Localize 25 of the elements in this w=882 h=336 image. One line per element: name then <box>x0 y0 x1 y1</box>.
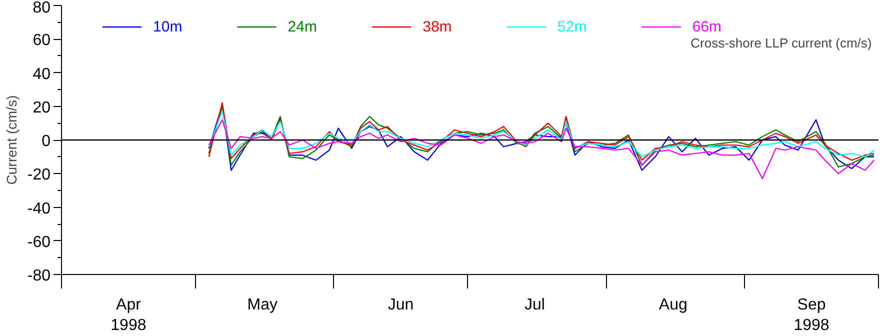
line-series <box>208 119 875 180</box>
y-tick-label: 80 <box>32 0 51 16</box>
y-tick-label: 60 <box>32 32 51 50</box>
y-axis-title: Current (cm/s) <box>3 95 20 185</box>
line-series <box>208 110 875 158</box>
x-tick-label: Sep 1998 <box>794 296 830 334</box>
x-tick-label: Jun <box>388 296 414 314</box>
annotation: Cross-shore LLP current (cm/s) <box>690 36 872 51</box>
y-tick-label: -80 <box>27 268 51 284</box>
x-tick-label: Apr 1998 <box>110 296 146 334</box>
x-tick-label: May <box>247 296 278 314</box>
legend-label: 66m <box>692 18 722 36</box>
line-series <box>208 102 875 161</box>
y-tick-label: 0 <box>42 133 51 150</box>
legend-label: 52m <box>557 18 587 36</box>
y-tick-label: 40 <box>32 66 51 83</box>
legend-label: 38m <box>422 18 452 36</box>
legend-label: 10m <box>153 18 182 36</box>
y-tick-label: -20 <box>27 166 51 184</box>
legend-label: 24m <box>288 18 317 36</box>
x-tick-label: Jul <box>524 296 545 314</box>
y-tick-label: -40 <box>27 200 51 218</box>
y-tick-label: 20 <box>32 99 51 116</box>
x-tick-label: Aug <box>658 296 688 314</box>
y-tick-label: -60 <box>27 234 51 251</box>
